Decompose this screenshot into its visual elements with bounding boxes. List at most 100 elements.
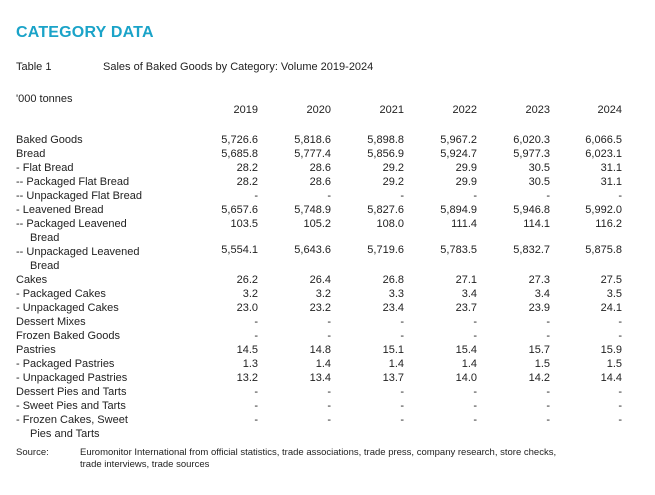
row-label: Bread	[16, 147, 166, 161]
row-label-line: Baked Goods	[16, 134, 83, 146]
cell-value: -	[618, 190, 622, 202]
cell-value: 1.4	[315, 358, 331, 370]
cell-value: -	[546, 400, 550, 412]
cell-value: -	[400, 400, 404, 412]
table-row: Baked Goods 5,726.6 5,818.6 5,898.8 5,967.2 6…	[0, 133, 655, 147]
year-header: 2022	[452, 104, 477, 116]
cell-value: -	[400, 316, 404, 328]
cell-value: 6,066.5	[585, 134, 622, 146]
cell-value: 5,818.6	[294, 134, 331, 146]
row-label: Pastries	[16, 343, 166, 357]
cell-value: 13.7	[382, 372, 404, 384]
cell-value: -	[618, 316, 622, 328]
cell-value: 3.4	[534, 288, 550, 300]
cell-value: -	[473, 414, 477, 426]
table-row: - Unpackaged Pastries 13.2 13.4 13.7 14.0 14.…	[0, 371, 655, 385]
cell-value: 3.2	[315, 288, 331, 300]
row-label: Baked Goods	[16, 133, 166, 147]
cell-value: 13.4	[309, 372, 331, 384]
cell-value: 26.8	[382, 274, 404, 286]
cell-value: 5,898.8	[367, 134, 404, 146]
cell-value: 6,023.1	[585, 148, 622, 160]
cell-value: 24.1	[600, 302, 622, 314]
cell-value: 5,657.6	[221, 204, 258, 216]
row-label-line: - Packaged Cakes	[16, 288, 106, 300]
table-row: Dessert Mixes - - - - - -	[0, 315, 655, 329]
cell-value: 5,924.7	[440, 148, 477, 160]
row-label-line: Pastries	[16, 344, 56, 356]
cell-value: 1.4	[461, 358, 477, 370]
cell-value: 5,777.4	[294, 148, 331, 160]
row-label: - Flat Bread	[16, 161, 166, 175]
cell-value: -	[473, 400, 477, 412]
cell-value: -	[400, 386, 404, 398]
row-label: - Sweet Pies and Tarts	[16, 399, 166, 413]
cell-value: 3.3	[388, 288, 404, 300]
cell-value: 27.3	[528, 274, 550, 286]
cell-value: -	[546, 386, 550, 398]
table-row: Pastries 14.5 14.8 15.1 15.4 15.7 15.9	[0, 343, 655, 357]
cell-value: -	[546, 316, 550, 328]
cell-value: 14.2	[528, 372, 550, 384]
row-label: - Unpackaged Cakes	[16, 301, 166, 315]
row-label-line: -- Unpackaged Leavened	[16, 246, 140, 258]
cell-value: 23.4	[382, 302, 404, 314]
cell-value: 23.9	[528, 302, 550, 314]
unit-label: '000 tonnes	[16, 93, 73, 105]
cell-value: 5,554.1	[221, 244, 258, 256]
cell-value: 111.4	[451, 218, 477, 230]
year-header: 2019	[233, 104, 258, 116]
row-label-line: Frozen Baked Goods	[16, 330, 120, 342]
cell-value: 103.5	[230, 218, 258, 230]
row-label-line: - Frozen Cakes, Sweet	[16, 414, 128, 426]
table-row: - Unpackaged Cakes 23.0 23.2 23.4 23.7 23.9 24…	[0, 301, 655, 315]
cell-value: 5,992.0	[585, 204, 622, 216]
cell-value: 5,827.6	[367, 204, 404, 216]
year-header: 2021	[379, 104, 404, 116]
cell-value: 5,726.6	[221, 134, 258, 146]
cell-value: -	[254, 330, 258, 342]
year-header-row: 2019 2020 2021 2022 2023 2024	[0, 104, 655, 118]
cell-value: 29.9	[455, 162, 477, 174]
cell-value: -	[546, 330, 550, 342]
row-label: -- Packaged Flat Bread	[16, 175, 166, 189]
cell-value: 23.0	[236, 302, 258, 314]
row-label: - Packaged Pastries	[16, 357, 166, 371]
cell-value: 5,783.5	[440, 244, 477, 256]
row-label-line: - Unpackaged Pastries	[16, 372, 128, 384]
table-row: - Leavened Bread 5,657.6 5,748.9 5,827.6 5,8…	[0, 203, 655, 217]
cell-value: 15.9	[600, 344, 622, 356]
cell-value: 29.2	[382, 162, 404, 174]
cell-value: 28.6	[309, 162, 331, 174]
cell-value: 105.2	[303, 218, 331, 230]
cell-value: -	[254, 386, 258, 398]
cell-value: -	[254, 414, 258, 426]
row-label-line: Bread	[30, 260, 60, 272]
table-row: -- Unpackaged Flat Bread - - - - - -	[0, 189, 655, 203]
cell-value: 30.5	[528, 176, 550, 188]
cell-value: 5,719.6	[367, 244, 404, 256]
cell-value: 5,967.2	[440, 134, 477, 146]
cell-value: -	[473, 190, 477, 202]
table-title: Sales of Baked Goods by Category: Volume…	[103, 61, 374, 73]
row-label: - Unpackaged Pastries	[16, 371, 166, 385]
cell-value: -	[400, 414, 404, 426]
cell-value: -	[327, 190, 331, 202]
cell-value: 1.5	[534, 358, 550, 370]
row-label: Cakes	[16, 273, 166, 287]
section-heading: CATEGORY DATA	[16, 24, 154, 41]
cell-value: 28.2	[236, 162, 258, 174]
year-header: 2020	[306, 104, 331, 116]
cell-value: -	[400, 190, 404, 202]
cell-value: 3.4	[461, 288, 477, 300]
row-label: - Packaged Cakes	[16, 287, 166, 301]
cell-value: 1.4	[388, 358, 404, 370]
row-label: - Frozen Cakes, Sweet Pies and Tarts	[16, 413, 166, 441]
cell-value: 14.4	[600, 372, 622, 384]
row-label-line: - Unpackaged Cakes	[16, 302, 119, 314]
cell-value: -	[400, 330, 404, 342]
cell-value: 3.5	[606, 288, 622, 300]
table-row: -- Unpackaged Leavened Bread 5,554.1 5,643.…	[0, 244, 655, 273]
row-label-line: -- Unpackaged Flat Bread	[16, 190, 142, 202]
cell-value: 5,748.9	[294, 204, 331, 216]
